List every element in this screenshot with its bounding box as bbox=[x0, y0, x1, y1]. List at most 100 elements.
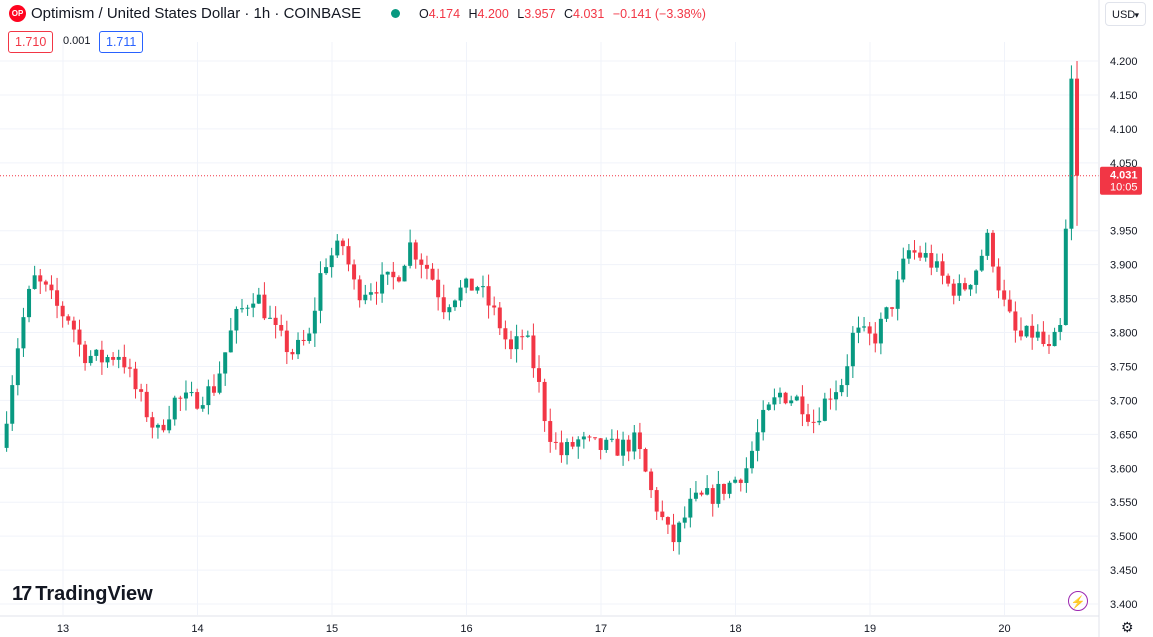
candle-body bbox=[464, 278, 469, 288]
candle-body bbox=[469, 278, 474, 291]
candle-body bbox=[424, 264, 429, 269]
candle-body bbox=[256, 294, 261, 304]
candle-body bbox=[598, 438, 603, 450]
candle-body bbox=[161, 424, 166, 431]
candle-body bbox=[514, 336, 519, 350]
candle-body bbox=[486, 286, 491, 306]
candle-body bbox=[1052, 331, 1057, 347]
candle-body bbox=[677, 522, 682, 543]
candle-body bbox=[862, 326, 867, 328]
candle-body bbox=[1046, 344, 1051, 347]
candle-body bbox=[979, 255, 984, 271]
x-tick-label: 15 bbox=[326, 623, 338, 635]
y-tick-label: 3.750 bbox=[1110, 361, 1138, 373]
candle-body bbox=[312, 310, 317, 334]
candle-body bbox=[565, 442, 570, 456]
candle-body bbox=[777, 392, 782, 398]
candle-body bbox=[284, 330, 289, 353]
candle-body bbox=[307, 333, 312, 341]
candle-body bbox=[570, 442, 575, 447]
candle-body bbox=[66, 316, 71, 321]
candle-body bbox=[951, 283, 956, 296]
candle-body bbox=[10, 385, 15, 424]
countdown-label: 10:05 bbox=[1110, 182, 1138, 194]
candle-body bbox=[430, 268, 435, 280]
low-label: L bbox=[517, 7, 525, 21]
ohlc-legend: O4.174 H4.200 L3.957 C4.031 −0.141 (−3.3… bbox=[419, 7, 711, 21]
candle-body bbox=[1075, 78, 1080, 176]
candle-body bbox=[368, 292, 373, 295]
y-tick-label: 4.200 bbox=[1110, 56, 1138, 68]
buy-button[interactable]: 1.711 bbox=[99, 31, 144, 53]
market-status-icon[interactable] bbox=[391, 9, 400, 18]
candle-body bbox=[1013, 311, 1018, 331]
lightning-icon[interactable]: ⚡ bbox=[1068, 591, 1088, 611]
candle-body bbox=[548, 421, 553, 442]
candle-body bbox=[189, 392, 194, 394]
y-tick-label: 3.950 bbox=[1110, 226, 1138, 238]
candle-body bbox=[806, 414, 811, 422]
candle-body bbox=[458, 287, 463, 301]
candle-body bbox=[105, 357, 110, 363]
candle-body bbox=[447, 307, 452, 313]
candle-body bbox=[279, 324, 284, 331]
candle-body bbox=[962, 283, 967, 290]
candle-body bbox=[167, 419, 172, 431]
candle-body bbox=[335, 240, 340, 256]
tradingview-logo[interactable]: 17 TradingView bbox=[12, 582, 153, 606]
candle-body bbox=[749, 450, 754, 469]
candle-body bbox=[94, 349, 99, 356]
high-value: 4.200 bbox=[477, 7, 509, 21]
candle-body bbox=[391, 271, 396, 278]
candle-body bbox=[296, 339, 301, 355]
candle-body bbox=[402, 265, 407, 282]
candle-body bbox=[206, 386, 211, 406]
sell-button[interactable]: 1.710 bbox=[8, 31, 54, 53]
candle-body bbox=[693, 492, 698, 499]
candle-body bbox=[553, 441, 558, 443]
x-tick-label: 17 bbox=[595, 623, 607, 635]
candle-body bbox=[211, 386, 216, 393]
candle-body bbox=[27, 288, 32, 318]
candle-body bbox=[150, 417, 155, 428]
candle-body bbox=[1030, 325, 1035, 338]
candle-body bbox=[183, 392, 188, 399]
gear-icon[interactable]: ⚙ bbox=[1121, 619, 1134, 635]
candle-body bbox=[856, 327, 861, 333]
candle-body bbox=[873, 333, 878, 344]
candle-body bbox=[49, 284, 54, 291]
candle-body bbox=[413, 242, 418, 260]
candle-body bbox=[508, 339, 513, 350]
candle-body bbox=[408, 242, 413, 266]
candle-body bbox=[127, 367, 132, 369]
candle-body bbox=[542, 381, 547, 422]
candle-body bbox=[99, 349, 104, 363]
candle-body bbox=[559, 442, 564, 456]
candle-body bbox=[38, 275, 43, 282]
candle-body bbox=[895, 279, 900, 309]
candle-body bbox=[721, 483, 726, 494]
candle-body bbox=[901, 258, 906, 280]
candle-body bbox=[475, 287, 480, 291]
candle-body bbox=[996, 266, 1001, 291]
candle-body bbox=[811, 421, 816, 423]
candle-body bbox=[705, 488, 710, 495]
y-tick-label: 3.550 bbox=[1110, 497, 1138, 509]
currency-selector[interactable]: USD ▾ bbox=[1105, 2, 1146, 26]
candle-body bbox=[974, 270, 979, 285]
candle-body bbox=[609, 438, 614, 440]
candle-body bbox=[576, 439, 581, 447]
candle-body bbox=[817, 420, 822, 423]
candle-body bbox=[21, 317, 26, 349]
x-tick-label: 14 bbox=[191, 623, 203, 635]
candle-body bbox=[380, 274, 385, 294]
candle-body bbox=[772, 397, 777, 405]
candle-body bbox=[990, 232, 995, 267]
candle-body bbox=[245, 307, 250, 309]
candle-body bbox=[1024, 325, 1029, 337]
candle-body bbox=[83, 344, 88, 364]
symbol-title[interactable]: Optimism / United States Dollar · 1h · C… bbox=[31, 5, 362, 22]
last-price-label: 4.031 bbox=[1110, 170, 1138, 182]
